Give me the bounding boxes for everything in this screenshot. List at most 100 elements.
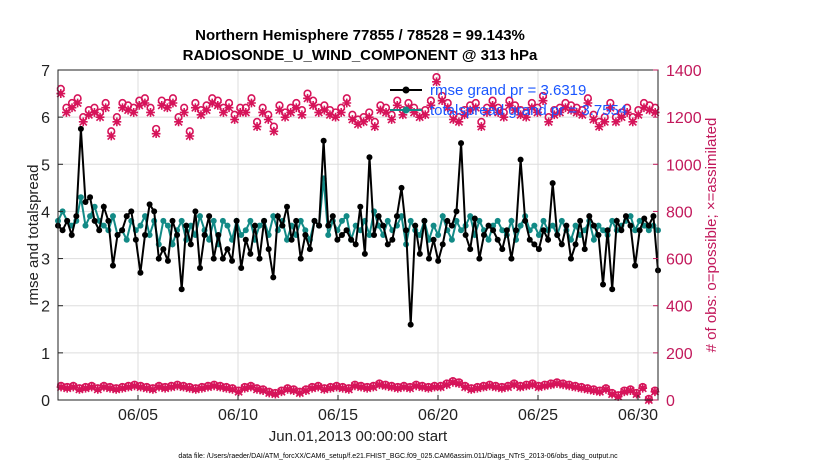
obs-assimilated-marker	[350, 381, 360, 391]
y-tick-label: 3	[41, 252, 50, 269]
rmse-point	[311, 217, 318, 224]
rmse-point	[142, 232, 149, 238]
rmse-point	[219, 255, 226, 262]
obs-assimilated-marker	[420, 110, 430, 120]
rmse-point	[604, 227, 611, 234]
obs-assimilated-marker	[247, 98, 256, 108]
rmse-point	[430, 236, 437, 243]
totalspread-point	[636, 217, 643, 224]
legend-spread-label: totalspread grand pr = 3.7554	[430, 102, 627, 119]
obs-assimilated-marker	[628, 117, 638, 127]
obs-assimilated-marker	[516, 110, 526, 120]
rmse-point	[247, 250, 254, 257]
obs-assimilated-marker	[331, 112, 340, 122]
obs-assimilated-marker	[387, 382, 397, 392]
obs-assimilated-marker	[275, 105, 284, 115]
obs-assimilated-marker	[270, 389, 280, 399]
rmse-point	[73, 213, 80, 220]
x-tick-label: 06/20	[418, 407, 458, 424]
obs-assimilated-marker	[515, 382, 525, 392]
obs-assimilated-marker	[381, 381, 390, 391]
obs-assimilated-marker	[342, 98, 352, 108]
rmse-point	[613, 217, 620, 224]
totalspread-point	[142, 213, 149, 220]
rmse-point	[256, 255, 263, 262]
rmse-point	[513, 227, 520, 234]
rmse-point	[412, 222, 419, 229]
obs-assimilated-marker	[454, 117, 464, 127]
obs-assimilated-marker	[56, 89, 66, 98]
obs-assimilated-marker	[228, 384, 237, 394]
obs-assimilated-marker	[326, 383, 335, 393]
totalspread-point	[302, 227, 309, 234]
rmse-point	[380, 222, 387, 229]
rmse-point	[632, 262, 639, 269]
obs-assimilated-marker	[572, 108, 582, 117]
obs-assimilated-marker	[570, 382, 580, 392]
rmse-point	[302, 232, 309, 238]
obs-assimilated-marker	[411, 381, 421, 391]
y2-tick-label: 1400	[666, 63, 702, 80]
obs-assimilated-marker	[607, 389, 617, 399]
right-y-axis: 0 200 400 600 800 1000 1200 1400	[653, 63, 702, 410]
obs-assimilated-marker	[639, 103, 649, 113]
rmse-point	[636, 227, 643, 234]
obs-assimilated-marker	[224, 103, 234, 113]
obs-assimilated-marker	[197, 383, 207, 393]
obs-assimilated-marker	[129, 108, 139, 117]
obs-assimilated-marker	[364, 112, 374, 122]
totalspread-point	[169, 241, 176, 248]
rmse-point	[151, 208, 158, 215]
obs-assimilated-marker	[605, 103, 615, 113]
obs-assimilated-marker	[174, 117, 183, 127]
totalspread-point	[499, 227, 506, 234]
obs-assimilated-marker	[381, 108, 391, 117]
rmse-point	[251, 222, 258, 229]
totalspread-point	[476, 217, 483, 224]
x-tick-label: 06/25	[518, 407, 558, 424]
obs-assimilated-marker	[460, 110, 469, 120]
obs-assimilated-marker	[151, 129, 161, 139]
y2-tick-label: 200	[666, 346, 693, 363]
obs-assimilated-marker	[215, 382, 225, 392]
obs-assimilated-marker	[432, 77, 441, 87]
data-file-footnote: data file: /Users/raeder/DAI/ATM_forcXX/…	[178, 453, 618, 460]
rmse-point	[618, 227, 625, 234]
rmse-point	[577, 217, 584, 224]
totalspread-point	[558, 217, 565, 224]
obs-assimilated-marker	[168, 98, 178, 108]
totalspread-point	[531, 222, 538, 229]
obs-assimilated-marker	[499, 112, 509, 122]
obs-assimilated-marker	[589, 386, 599, 395]
rmse-point	[91, 217, 98, 224]
obs-assimilated-marker	[240, 383, 250, 393]
rmse-point	[480, 232, 487, 238]
obs-assimilated-marker	[62, 108, 71, 117]
obs-assimilated-marker	[203, 382, 213, 392]
rmse-point	[361, 250, 368, 257]
obs-assimilated-marker	[146, 108, 155, 117]
totalspread-point	[384, 217, 391, 224]
obs-assimilated-marker	[307, 383, 317, 393]
obs-assimilated-marker	[528, 380, 537, 390]
obs-assimilated-marker	[600, 117, 610, 127]
rmse-point	[109, 262, 116, 269]
rmse-point	[238, 265, 245, 271]
obs-assimilated-marker	[130, 381, 139, 391]
rmse-point	[77, 125, 84, 132]
obs-assimilated-marker	[555, 108, 565, 117]
totalspread-point	[508, 217, 515, 224]
obs-assimilated-marker	[619, 387, 629, 397]
obs-assimilated-marker	[544, 117, 554, 127]
obs-assimilated-marker	[356, 382, 366, 392]
x-tick-label: 06/05	[118, 407, 158, 424]
totalspread-point	[517, 222, 524, 229]
x-axis-label: Jun.01,2013 00:00:00 start	[269, 428, 448, 445]
obs-assimilated-marker	[376, 105, 385, 115]
obs-assimilated-marker	[118, 103, 127, 113]
rmse-point	[600, 281, 607, 288]
y-tick-label: 6	[41, 110, 50, 127]
rmse-point	[192, 208, 199, 215]
totalspread-point	[590, 236, 597, 243]
